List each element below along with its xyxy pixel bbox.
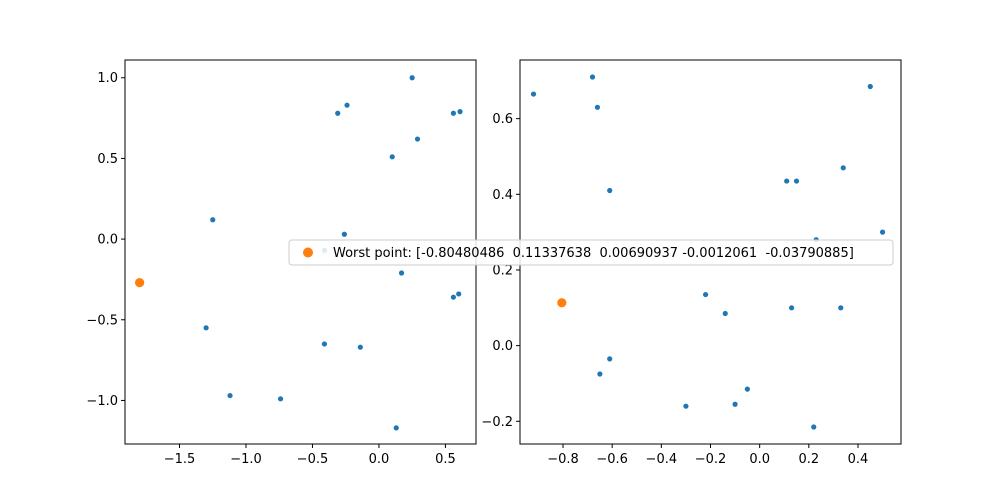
x-tick-label: −0.4 bbox=[646, 452, 678, 467]
data-point bbox=[793, 178, 800, 184]
data-point bbox=[784, 178, 790, 184]
data-point bbox=[203, 325, 209, 331]
data-point bbox=[811, 424, 817, 430]
legend-box bbox=[288, 239, 894, 266]
x-tick-label: 0.5 bbox=[435, 452, 456, 467]
y-tick-label: 0.4 bbox=[492, 188, 513, 203]
x-tick-label: 0.4 bbox=[848, 452, 869, 467]
data-point bbox=[607, 356, 613, 362]
data-point bbox=[867, 83, 873, 90]
data-point bbox=[838, 305, 844, 311]
y-tick-label: 0.0 bbox=[97, 233, 118, 248]
y-tick-label: 0.6 bbox=[492, 112, 513, 127]
y-tick-label: −0.5 bbox=[86, 313, 118, 328]
data-point bbox=[450, 110, 456, 116]
data-point bbox=[702, 291, 709, 298]
y-tick-label: 0.2 bbox=[492, 263, 513, 278]
data-point bbox=[341, 231, 347, 237]
x-tick-label: −1.0 bbox=[230, 452, 262, 467]
y-tick-label: 0.0 bbox=[492, 339, 513, 354]
data-point bbox=[357, 344, 363, 350]
data-point bbox=[277, 396, 284, 402]
data-point bbox=[589, 74, 596, 80]
data-point bbox=[335, 110, 341, 116]
data-point bbox=[607, 187, 613, 194]
y-tick-label: −0.2 bbox=[481, 415, 513, 430]
data-point bbox=[530, 91, 537, 97]
left-scatter-plot: −1.5 −1.0 −0.5 0.0 0.5 −1.0 −0.5 0.0 0.5 1.0 bbox=[86, 59, 477, 467]
x-tick-label: 0.2 bbox=[798, 452, 819, 467]
right-scatter-plot: −0.8 −0.6 −0.4 −0.2 0.0 0.2 0.4 −0.2 0.0 0.2 0.4 0.… bbox=[481, 59, 902, 467]
x-tick-label: −0.8 bbox=[547, 452, 579, 467]
data-point bbox=[456, 291, 462, 297]
x-tick-label: −0.5 bbox=[297, 452, 329, 467]
x-tick-label: −0.6 bbox=[596, 452, 628, 467]
x-tick-label: −1.5 bbox=[164, 452, 196, 467]
data-point bbox=[414, 136, 421, 142]
data-point bbox=[594, 104, 601, 110]
legend-marker bbox=[303, 247, 313, 258]
x-tick-label: 0.0 bbox=[369, 452, 390, 467]
data-point bbox=[683, 403, 689, 409]
data-point bbox=[450, 294, 456, 300]
data-point bbox=[389, 154, 395, 160]
data-point bbox=[732, 401, 738, 407]
data-point bbox=[840, 165, 846, 171]
x-tick-label: 0.0 bbox=[749, 452, 770, 467]
legend: Worst point: [-0.80480486 0.11337638 0.0… bbox=[288, 239, 894, 266]
data-point bbox=[398, 270, 405, 276]
y-tick-label: −1.0 bbox=[86, 394, 118, 409]
data-point bbox=[321, 341, 328, 347]
data-point bbox=[722, 310, 728, 317]
data-point bbox=[409, 75, 415, 81]
data-point bbox=[227, 392, 233, 399]
data-point bbox=[210, 217, 216, 223]
data-point bbox=[597, 371, 603, 377]
data-point bbox=[344, 102, 350, 108]
data-point bbox=[789, 305, 795, 311]
x-tick-label: −0.2 bbox=[695, 452, 727, 467]
data-point bbox=[457, 109, 463, 115]
y-tick-label: 1.0 bbox=[97, 71, 118, 86]
y-tick-label: 0.5 bbox=[97, 152, 118, 167]
data-point bbox=[879, 229, 886, 235]
legend-label: Worst point: [-0.80480486 0.11337638 0.0… bbox=[333, 246, 854, 261]
worst-point bbox=[557, 298, 567, 308]
data-point bbox=[393, 425, 399, 431]
worst-point bbox=[135, 278, 145, 288]
data-point bbox=[744, 386, 750, 392]
